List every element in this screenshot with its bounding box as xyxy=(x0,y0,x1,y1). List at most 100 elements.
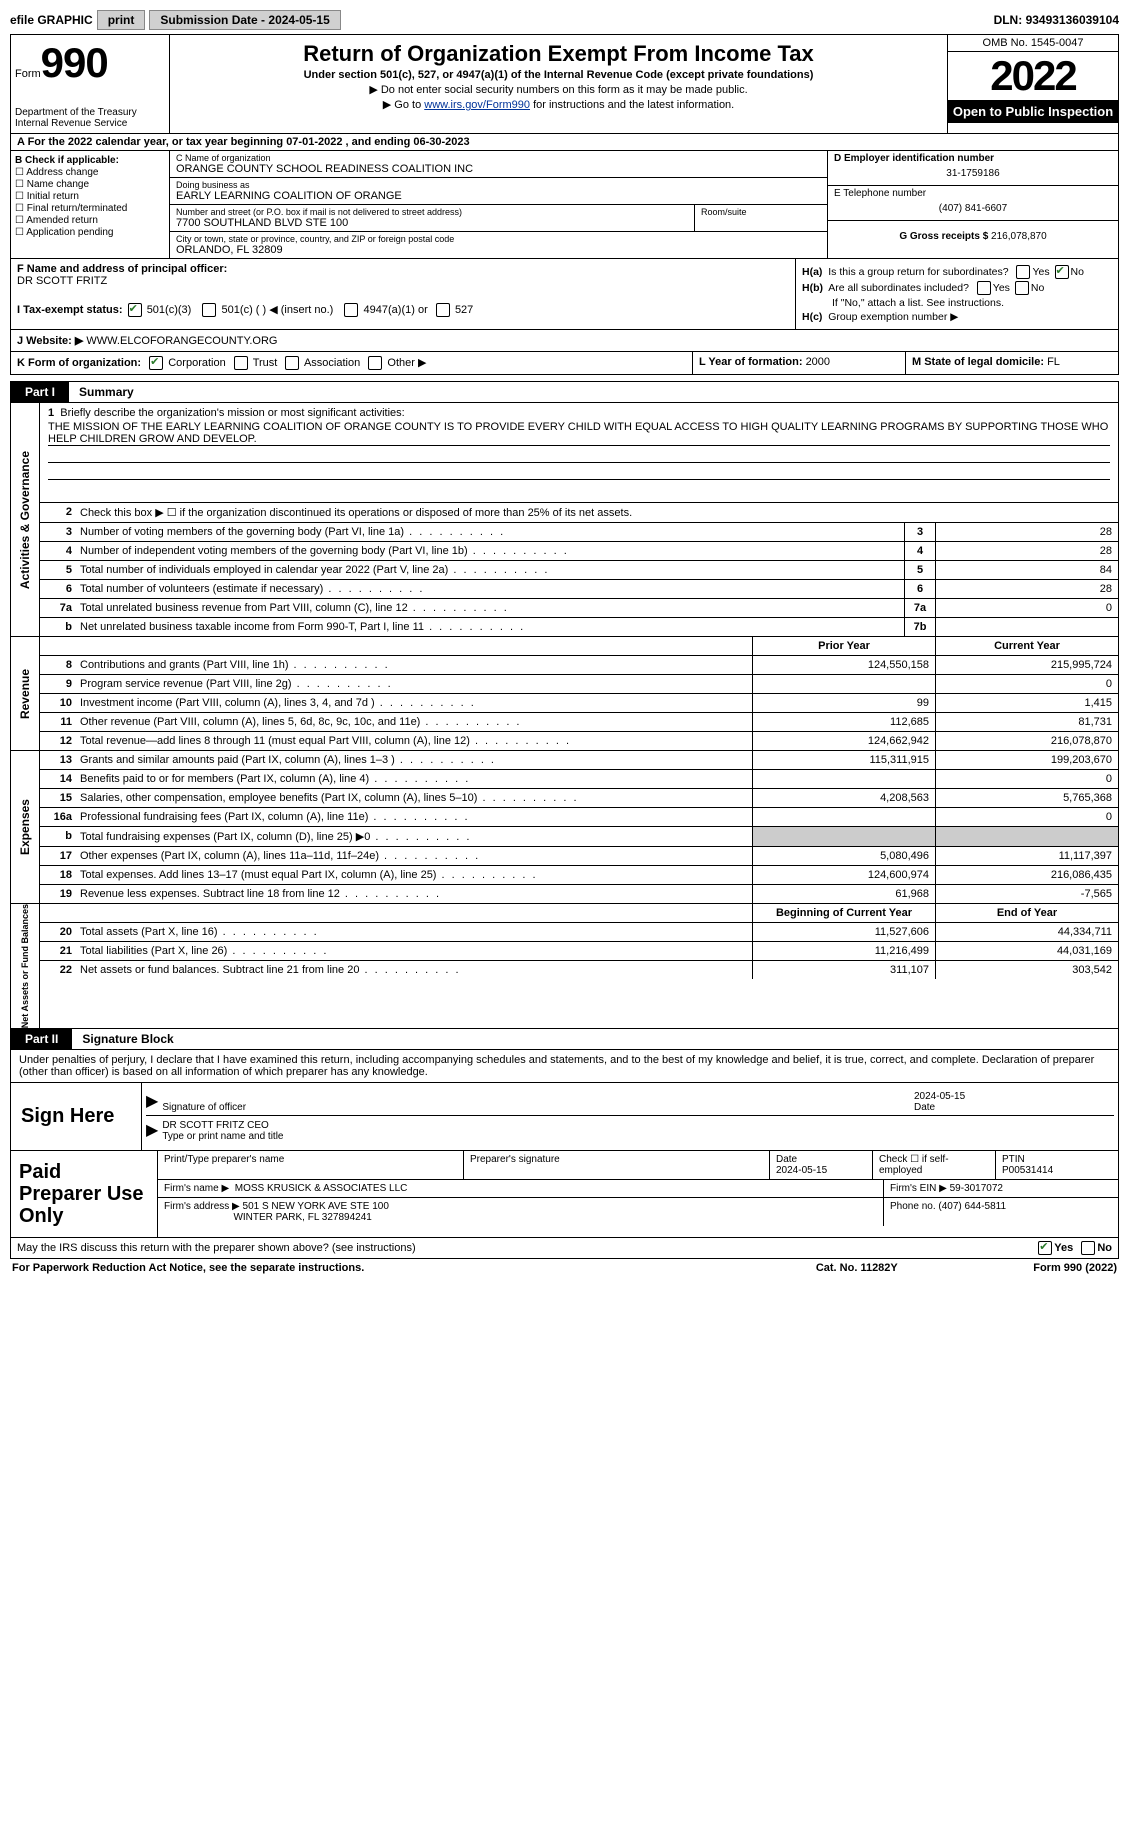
ein-label: D Employer identification number xyxy=(834,153,994,164)
street-value: 7700 SOUTHLAND BLVD STE 100 xyxy=(176,217,688,229)
dba-value: EARLY LEARNING COALITION OF ORANGE xyxy=(176,190,821,202)
chk-name[interactable]: ☐ Name change xyxy=(15,179,165,190)
row-k: K Form of organization: Corporation Trus… xyxy=(10,352,1119,375)
prep-sig-label: Preparer's signature xyxy=(470,1154,560,1165)
ha-no[interactable] xyxy=(1055,265,1069,279)
website-value: WWW.ELCOFORANGECOUNTY.ORG xyxy=(86,335,277,347)
discuss-no[interactable] xyxy=(1081,1241,1095,1255)
instr-2: ▶ Go to www.irs.gov/Form990 for instruct… xyxy=(178,98,939,111)
data-line: 17Other expenses (Part IX, column (A), l… xyxy=(40,847,1118,866)
data-line: 14Benefits paid to or for members (Part … xyxy=(40,770,1118,789)
prep-name-label: Print/Type preparer's name xyxy=(164,1154,284,1165)
vtab-expenses: Expenses xyxy=(11,751,40,903)
domicile: FL xyxy=(1047,356,1060,368)
discuss-yes[interactable] xyxy=(1038,1241,1052,1255)
footer-left: For Paperwork Reduction Act Notice, see … xyxy=(12,1262,364,1274)
chk-other[interactable] xyxy=(368,356,382,370)
topbar: efile GRAPHIC print Submission Date - 20… xyxy=(10,10,1119,30)
mission-box: 1 Briefly describe the organization's mi… xyxy=(40,403,1118,503)
street-label: Number and street (or P.O. box if mail i… xyxy=(176,207,688,217)
sig-date-label: Date xyxy=(914,1102,935,1113)
data-line: 16aProfessional fundraising fees (Part I… xyxy=(40,808,1118,827)
data-line: 18Total expenses. Add lines 13–17 (must … xyxy=(40,866,1118,885)
chk-4947[interactable] xyxy=(344,303,358,317)
submission-date: Submission Date - 2024-05-15 xyxy=(149,10,340,30)
prep-check-label: Check ☐ if self-employed xyxy=(879,1154,949,1176)
hb-yes[interactable] xyxy=(977,281,991,295)
summary-line: 7aTotal unrelated business revenue from … xyxy=(40,599,1118,618)
h-b-note: If "No," attach a list. See instructions… xyxy=(802,297,1112,309)
vtab-activities: Activities & Governance xyxy=(11,403,40,636)
gross-label: G Gross receipts $ xyxy=(899,231,988,242)
sign-here-label: Sign Here xyxy=(11,1083,142,1150)
discuss-question: May the IRS discuss this return with the… xyxy=(17,1242,416,1254)
chk-amended[interactable]: ☐ Amended return xyxy=(15,215,165,226)
discuss-line: May the IRS discuss this return with the… xyxy=(10,1238,1119,1259)
officer-name: DR SCOTT FRITZ xyxy=(17,275,789,287)
info-block: B Check if applicable: ☐ Address change … xyxy=(10,151,1119,259)
chk-assoc[interactable] xyxy=(285,356,299,370)
activities-section: Activities & Governance 1 Briefly descri… xyxy=(10,403,1119,637)
data-line: 8Contributions and grants (Part VIII, li… xyxy=(40,656,1118,675)
firm-phone: (407) 644-5811 xyxy=(938,1201,1006,1212)
vtab-netassets: Net Assets or Fund Balances xyxy=(11,904,40,1028)
title-box: Return of Organization Exempt From Incom… xyxy=(170,35,947,133)
website-label: J Website: ▶ xyxy=(17,335,86,347)
current-year-header: Current Year xyxy=(935,637,1118,655)
mission-text: THE MISSION OF THE EARLY LEARNING COALIT… xyxy=(48,421,1110,446)
firm-addr2: WINTER PARK, FL 327894241 xyxy=(233,1212,371,1223)
preparer-block: Paid Preparer Use Only Print/Type prepar… xyxy=(10,1151,1119,1238)
firm-ein-label: Firm's EIN ▶ xyxy=(890,1183,947,1194)
chk-527[interactable] xyxy=(436,303,450,317)
chk-501c[interactable] xyxy=(202,303,216,317)
sig-date: 2024-05-15 xyxy=(914,1091,965,1102)
summary-line: 6Total number of volunteers (estimate if… xyxy=(40,580,1118,599)
prep-date: 2024-05-15 xyxy=(776,1165,827,1176)
tel-label: E Telephone number xyxy=(834,188,926,199)
form-number-box: Form990 Department of the Treasury Inter… xyxy=(11,35,170,133)
form-subtitle: Under section 501(c), 527, or 4947(a)(1)… xyxy=(178,69,939,81)
print-button[interactable]: print xyxy=(97,10,146,30)
h-b-label: Are all subordinates included? xyxy=(828,282,969,294)
data-line: 22Net assets or fund balances. Subtract … xyxy=(40,961,1118,979)
chk-pending[interactable]: ☐ Application pending xyxy=(15,227,165,238)
prep-date-label: Date xyxy=(776,1154,797,1165)
footer-right: Form 990 (2022) xyxy=(1033,1262,1117,1274)
part-2-tab: Part II xyxy=(11,1029,72,1049)
hb-no[interactable] xyxy=(1015,281,1029,295)
na-header: Beginning of Current Year End of Year xyxy=(40,904,1118,923)
chk-corp[interactable] xyxy=(149,356,163,370)
irs-link[interactable]: www.irs.gov/Form990 xyxy=(424,99,530,111)
dept-label: Department of the Treasury Internal Reve… xyxy=(15,107,165,129)
chk-final[interactable]: ☐ Final return/terminated xyxy=(15,203,165,214)
year-formation: 2000 xyxy=(806,356,830,368)
chk-address[interactable]: ☐ Address change xyxy=(15,167,165,178)
dln: DLN: 93493136039104 xyxy=(994,13,1119,27)
col-b-checkboxes: B Check if applicable: ☐ Address change … xyxy=(11,151,170,258)
ha-yes[interactable] xyxy=(1016,265,1030,279)
prior-year-header: Prior Year xyxy=(752,637,935,655)
data-line: 10Investment income (Part VIII, column (… xyxy=(40,694,1118,713)
h-a-label: Is this a group return for subordinates? xyxy=(828,266,1008,278)
expenses-section: Expenses 13Grants and similar amounts pa… xyxy=(10,751,1119,904)
summary-line: 5Total number of individuals employed in… xyxy=(40,561,1118,580)
vtab-revenue: Revenue xyxy=(11,637,40,750)
sig-name: DR SCOTT FRITZ CEO xyxy=(162,1120,268,1131)
h-c-label: Group exemption number ▶ xyxy=(828,311,958,323)
officer-label: F Name and address of principal officer: xyxy=(17,263,227,275)
data-line: 21Total liabilities (Part X, line 26)11,… xyxy=(40,942,1118,961)
dba-label: Doing business as xyxy=(176,180,821,190)
summary-line: 3Number of voting members of the governi… xyxy=(40,523,1118,542)
chk-trust[interactable] xyxy=(234,356,248,370)
col-d: D Employer identification number 31-1759… xyxy=(827,151,1118,258)
chk-initial[interactable]: ☐ Initial return xyxy=(15,191,165,202)
firm-ein: 59-3017072 xyxy=(950,1183,1003,1194)
chk-501c3[interactable] xyxy=(128,303,142,317)
sig-name-label: Type or print name and title xyxy=(162,1131,283,1142)
data-line: 11Other revenue (Part VIII, column (A), … xyxy=(40,713,1118,732)
ein-value: 31-1759186 xyxy=(834,164,1112,183)
instr-1: ▶ Do not enter social security numbers o… xyxy=(178,83,939,96)
footer-cat: Cat. No. 11282Y xyxy=(816,1262,898,1274)
row-f-h: F Name and address of principal officer:… xyxy=(10,259,1119,330)
data-line: 20Total assets (Part X, line 16)11,527,6… xyxy=(40,923,1118,942)
